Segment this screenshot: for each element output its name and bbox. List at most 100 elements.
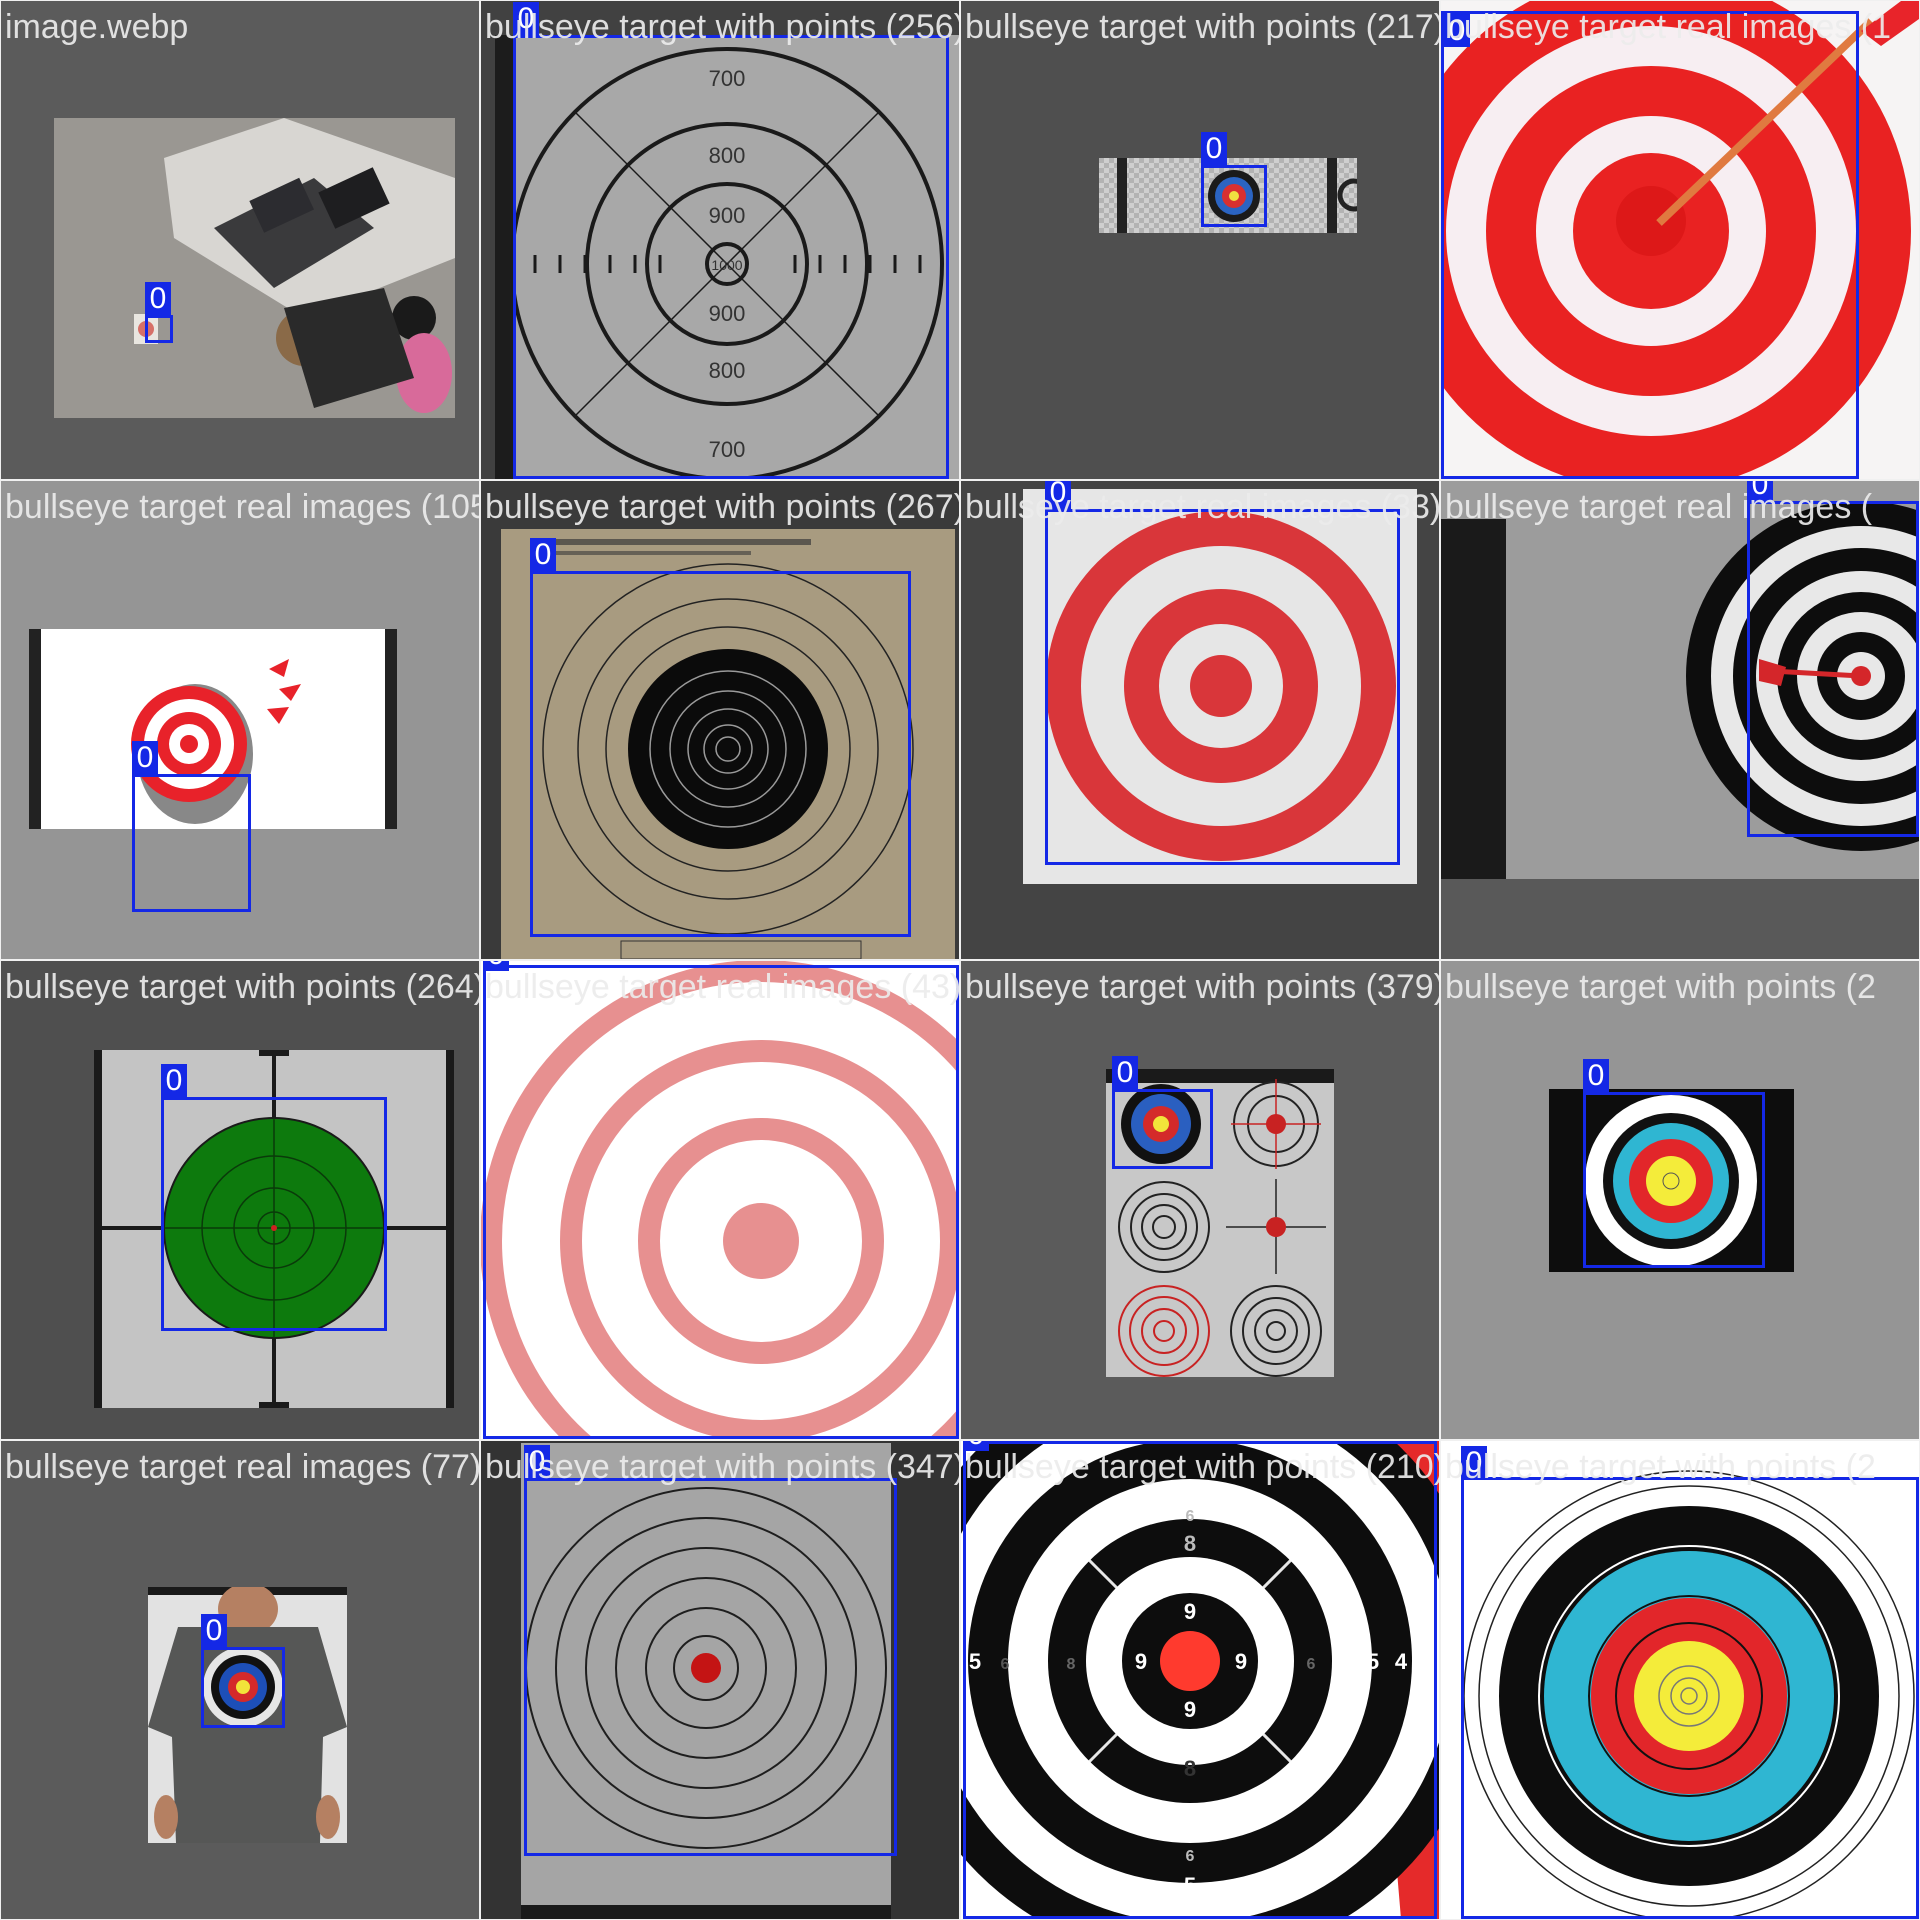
detection-label: 0	[1045, 481, 1071, 509]
detection-box[interactable]: 0	[963, 1441, 1437, 1919]
tile-title: bullseye target real images (33).jpg	[965, 488, 1439, 526]
tile-3[interactable]: bullseye target with points (217).jpg	[961, 1, 1439, 479]
tile-12[interactable]: bullseye target with points (2 0	[1441, 961, 1919, 1439]
detection-box[interactable]: 0	[1441, 11, 1859, 479]
tile-title: bullseye target real images (77).jpg	[5, 1448, 479, 1486]
ring-number: 8	[1184, 1531, 1196, 1556]
ring-number: 3	[1415, 1649, 1427, 1674]
detection-label: 0	[1747, 481, 1773, 501]
tile-10[interactable]: bullseye target real images (43).jpg 0	[481, 961, 959, 1439]
detection-box[interactable]: 0	[530, 538, 911, 937]
ring-number: 9	[1184, 1697, 1196, 1722]
detection-box[interactable]: 0	[1045, 481, 1400, 865]
paper-pistol-target-image	[501, 529, 955, 959]
detection-label: 0	[201, 1614, 227, 1647]
detection-box[interactable]: 0	[513, 2, 949, 479]
tile-title: bullseye target with points (264).jpg	[5, 968, 479, 1006]
office-photo	[54, 118, 455, 418]
detection-label: 0	[483, 961, 509, 971]
ring-number: 7	[1184, 1806, 1196, 1831]
tile-7[interactable]: bullseye target real images (33).jpg 0	[961, 481, 1439, 959]
tile-title: bullseye target with points (2	[1445, 1448, 1876, 1486]
ring-number: 5	[1184, 1873, 1196, 1898]
detection-label: 0	[161, 1064, 187, 1097]
ring-number: 7	[1335, 1649, 1347, 1674]
detection-box[interactable]: 0	[1747, 481, 1919, 837]
tshirt-photo-image	[148, 1587, 347, 1843]
scoring-target-image: 700 800 900 1000 900 800 700	[495, 35, 959, 479]
colored-archery-target-image	[1459, 1461, 1919, 1919]
detection-label: 0	[513, 2, 539, 35]
detection-label: 0	[1583, 1059, 1609, 1092]
tile-16[interactable]: bullseye target with points (2 0	[1441, 1441, 1919, 1919]
detection-box[interactable]: 0	[1112, 1056, 1213, 1169]
pink-rings-target-image	[481, 961, 959, 1439]
detection-label: 0	[524, 1445, 550, 1478]
detection-box[interactable]: 0	[132, 741, 251, 912]
detection-box[interactable]: 0	[1583, 1059, 1765, 1268]
ring-number: 8	[1184, 1756, 1196, 1781]
six-targets-sheet-image	[1106, 1069, 1334, 1377]
numbered-bw-target-image: 6 8 9 9 9 9 8 7 6 5 4 5 6 7 8 6 7	[961, 1441, 1439, 1919]
tile-5[interactable]: bullseye target real images (105).jpg 0	[1, 481, 479, 959]
tile-8[interactable]: bullseye target real images ( 0	[1441, 481, 1919, 959]
tile-1[interactable]: image.webp 0	[1, 1, 479, 479]
detection-label: 0	[963, 1441, 989, 1451]
tile-title: bullseye target with points (256).jpg	[485, 8, 959, 46]
tile-title: bullseye target real images (105).jpg	[5, 488, 479, 526]
ring-number: 8	[1067, 1656, 1076, 1673]
detection-box[interactable]: 0	[483, 961, 959, 1439]
score-label: 900	[709, 301, 746, 326]
score-label: 800	[709, 358, 746, 383]
ring-number: 5	[1367, 1649, 1379, 1674]
tile-title: bullseye target with points (2	[1445, 968, 1876, 1006]
ring-number: 7	[1035, 1649, 1047, 1674]
detection-label: 0	[1461, 1446, 1487, 1479]
tile-title: bullseye target real images (43).jpg	[485, 968, 959, 1006]
detection-box[interactable]: 0	[145, 282, 173, 343]
score-label: 900	[709, 203, 746, 228]
detection-box[interactable]: 0	[161, 1064, 387, 1331]
green-target-image	[94, 1050, 454, 1408]
tile-4[interactable]: bullseye target real images (1 0	[1441, 1, 1919, 479]
ring-number: 9	[1135, 1649, 1147, 1674]
detection-box[interactable]: 0	[201, 1614, 285, 1728]
detection-label: 0	[1201, 132, 1227, 165]
ring-number: 6	[1001, 1656, 1010, 1673]
detection-box[interactable]: 0	[1461, 1446, 1919, 1919]
ring-number: 6	[1186, 1848, 1195, 1865]
score-label: 800	[709, 143, 746, 168]
tile-14[interactable]: bullseye target with points (347).jpg 0	[481, 1441, 959, 1919]
tile-11[interactable]: bullseye target with points (379).jpg	[961, 961, 1439, 1439]
ring-number: 4	[1395, 1649, 1408, 1674]
detection-label: 0	[132, 741, 158, 774]
target-strip-image	[1099, 158, 1357, 233]
tile-title: bullseye target real images (1	[1445, 8, 1892, 46]
ring-number: 4	[1185, 1901, 1195, 1919]
tile-title: bullseye target with points (347).jpg	[485, 1448, 959, 1486]
black-white-dart-target-image	[1441, 481, 1919, 879]
tile-9[interactable]: bullseye target with points (264).jpg	[1, 961, 479, 1439]
detection-box[interactable]: 0	[524, 1445, 897, 1856]
detection-label: 0	[1444, 14, 1470, 47]
tile-title: bullseye target with points (217).jpg	[965, 8, 1439, 46]
tile-15[interactable]: 6 8 9 9 9 9 8 7 6 5 4 5 6 7 8 6 7	[961, 1441, 1439, 1919]
ring-number: 9	[1235, 1649, 1247, 1674]
detection-label: 0	[1112, 1056, 1138, 1089]
score-label: 700	[709, 66, 746, 91]
ring-number: 5	[969, 1649, 981, 1674]
ring-number: 6	[1307, 1656, 1316, 1673]
tile-title: image.webp	[5, 8, 189, 46]
red-white-target-image	[1023, 489, 1417, 884]
ring-number: 9	[1184, 1599, 1196, 1624]
detection-label: 0	[530, 538, 556, 571]
tile-2[interactable]: bullseye target with points (256).jpg	[481, 1, 959, 479]
tile-13[interactable]: bullseye target real images (77).jpg 0	[1, 1441, 479, 1919]
tile-6[interactable]: bullseye target with points (267).jpg	[481, 481, 959, 959]
tile-title: bullseye target real images (	[1445, 488, 1873, 526]
cartoon-dart-target-image	[29, 629, 397, 829]
score-label: 700	[709, 437, 746, 462]
grey-rings-target-image	[521, 1443, 891, 1919]
detection-box[interactable]: 0	[1201, 132, 1267, 227]
